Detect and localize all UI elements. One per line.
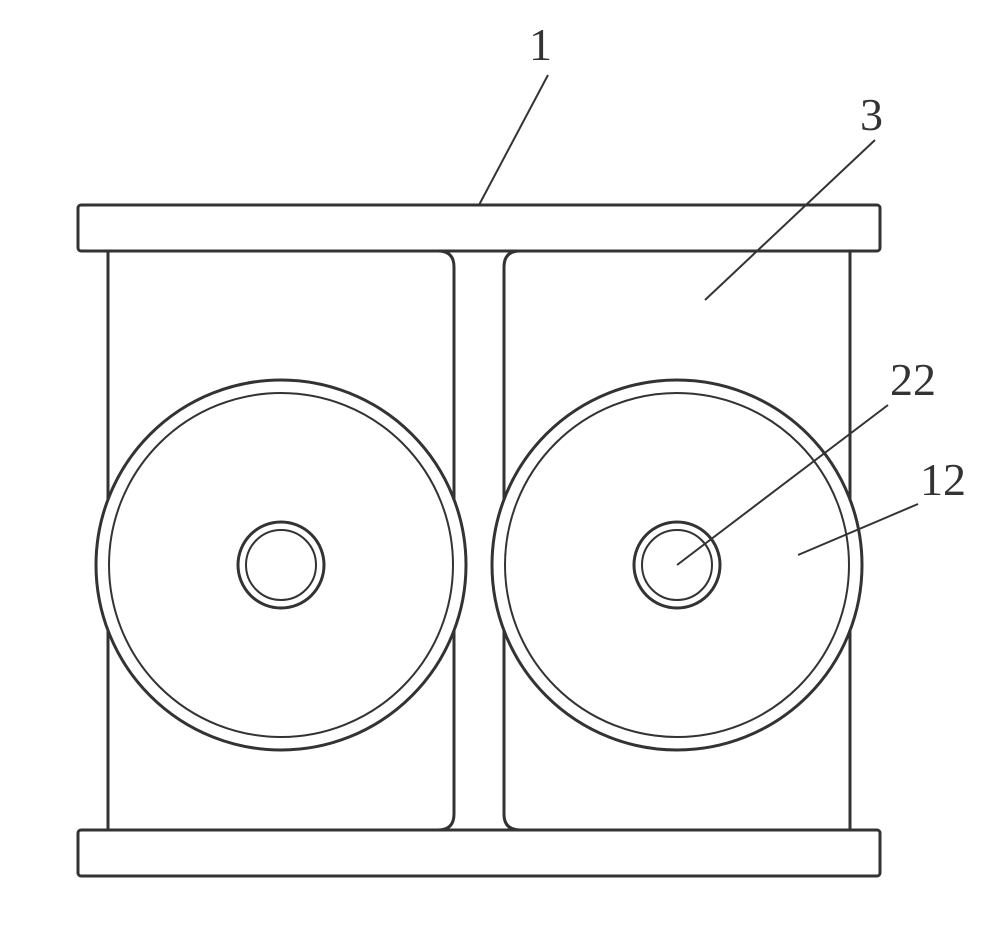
- left-circle-outer: [96, 380, 466, 750]
- top-flange: [78, 205, 880, 251]
- label-1-leader: [479, 75, 548, 205]
- main-outline: [78, 205, 880, 876]
- label-1: 1: [529, 19, 552, 70]
- technical-drawing: 1 3 22 12: [0, 0, 1000, 929]
- label-12: 12: [920, 454, 966, 505]
- bottom-flange: [78, 830, 880, 876]
- label-22: 22: [890, 354, 936, 405]
- label-3: 3: [860, 89, 883, 140]
